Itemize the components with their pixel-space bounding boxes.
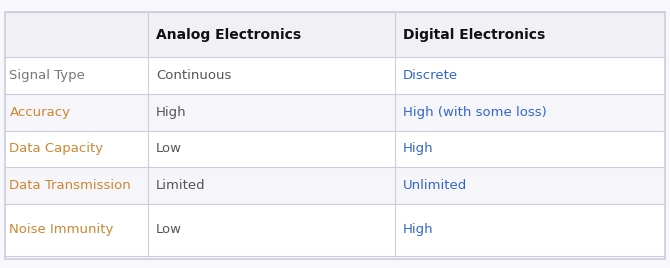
Text: Accuracy: Accuracy [9,106,70,119]
Bar [5,204,665,256]
Bar [5,131,665,167]
Bar [5,12,665,57]
Text: Signal Type: Signal Type [9,69,85,82]
Text: High (with some loss): High (with some loss) [403,106,547,119]
Text: High: High [403,142,433,155]
Text: Noise Immunity: Noise Immunity [9,223,114,236]
Text: Discrete: Discrete [403,69,458,82]
Bar [5,167,665,204]
Text: High: High [403,223,433,236]
Text: Limited: Limited [156,179,206,192]
Text: Data Transmission: Data Transmission [9,179,131,192]
Text: Unlimited: Unlimited [403,179,467,192]
Text: Continuous: Continuous [156,69,232,82]
Text: High: High [156,106,187,119]
Text: Low: Low [156,142,182,155]
Bar [5,94,665,131]
Text: Analog Electronics: Analog Electronics [156,28,302,42]
Text: Low: Low [156,223,182,236]
Text: Digital Electronics: Digital Electronics [403,28,545,42]
Bar [5,57,665,94]
Text: Data Capacity: Data Capacity [9,142,104,155]
